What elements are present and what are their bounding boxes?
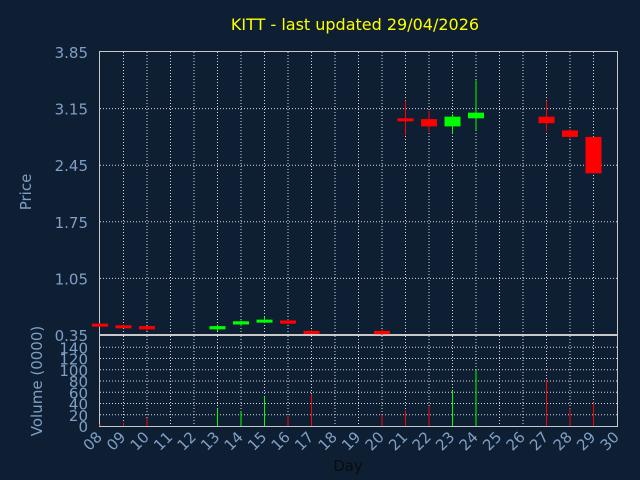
volume-grid: [100, 336, 617, 426]
candle-body: [538, 116, 555, 124]
candles: [92, 80, 602, 335]
price-tick-labels: 3.85 3.15 2.45 1.75 1.05 0.35: [55, 44, 88, 345]
price-tick-label: 3.85: [55, 44, 88, 62]
candle-body: [468, 112, 484, 119]
candle-body: [444, 116, 461, 127]
volume-tick-label: 60: [69, 384, 88, 402]
candle-body: [562, 130, 578, 137]
candle-body: [585, 136, 602, 174]
candle-body: [209, 326, 226, 330]
volume-tick-label: 0: [78, 418, 88, 436]
price-axis-label: Price: [17, 174, 35, 211]
price-tick-label: 1.05: [55, 270, 88, 288]
volume-bars: [99, 369, 594, 426]
candle-body: [139, 326, 155, 330]
candle-body: [256, 319, 273, 323]
candle-body: [303, 330, 320, 334]
volume-axis-label: Volume (0000): [28, 326, 46, 436]
x-tick-labels: 0809101112131415161718192021222324252627…: [80, 428, 623, 454]
volume-tick-label: 40: [69, 396, 88, 414]
volume-tick-label: 120: [59, 351, 88, 369]
price-tick-label: 2.45: [55, 157, 88, 175]
price-grid: [100, 52, 617, 335]
candle-body: [115, 325, 132, 329]
candle-body: [397, 118, 414, 122]
candle-body: [92, 323, 108, 327]
candle-body: [233, 321, 249, 325]
volume-tick-label: 140: [59, 339, 88, 357]
chart-title: KITT - last updated 29/04/2026: [231, 15, 479, 34]
x-axis-label: Day: [333, 457, 363, 475]
volume-tick-label: 20: [69, 407, 88, 425]
volume-tick-label: 100: [59, 362, 88, 380]
price-tick-label: 1.75: [55, 214, 88, 232]
candle-body: [374, 330, 390, 335]
volume-tick-label: 80: [69, 373, 88, 391]
price-tick-label: 3.15: [55, 101, 88, 119]
candle-body: [421, 119, 437, 127]
price-panel: 3.85 3.15 2.45 1.75 1.05 0.35: [55, 44, 618, 345]
price-tick-label: 0.35: [55, 327, 88, 345]
candle-body: [280, 320, 296, 324]
